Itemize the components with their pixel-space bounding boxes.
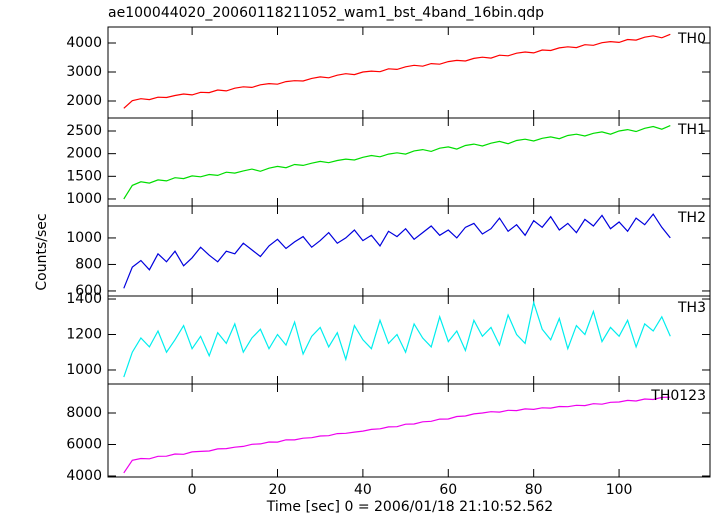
y-tick-label: 8000 <box>66 405 102 421</box>
x-tick-label: 40 <box>354 482 372 498</box>
series-label: TH0123 <box>650 388 706 404</box>
y-tick-label: 2000 <box>66 93 102 109</box>
series-label: TH2 <box>677 210 706 226</box>
y-tick-label: 6000 <box>66 437 102 453</box>
panel-frame <box>107 26 711 119</box>
y-axis-label: Counts/sec <box>34 213 50 290</box>
y-tick-label: 800 <box>75 256 102 272</box>
y-tick-label: 2500 <box>66 123 102 139</box>
y-tick-label: 2000 <box>66 146 102 162</box>
y-tick-label: 4000 <box>66 35 102 51</box>
series-line <box>123 213 671 289</box>
y-tick-label: 4000 <box>66 468 102 484</box>
y-tick-label: 1400 <box>66 291 102 307</box>
series-line <box>123 396 671 474</box>
y-tick-label: 1000 <box>66 191 102 207</box>
series-line <box>123 125 671 200</box>
x-tick-label: 0 <box>188 482 197 498</box>
x-tick-label: 80 <box>525 482 543 498</box>
series-line <box>123 33 671 109</box>
chart-title: ae100044020_20060118211052_wam1_bst_4ban… <box>108 5 544 21</box>
x-tick-label: 60 <box>439 482 457 498</box>
y-tick-label: 600 <box>75 283 102 299</box>
y-tick-label: 3000 <box>66 64 102 80</box>
y-tick-label: 1000 <box>66 230 102 246</box>
y-tick-label: 1500 <box>66 168 102 184</box>
x-axis-label: Time [sec] 0 = 2006/01/18 21:10:52.562 <box>266 499 553 515</box>
series-line <box>123 300 671 378</box>
series-label: TH0 <box>677 31 706 47</box>
y-tick-label: 1000 <box>66 362 102 378</box>
series-label: TH1 <box>677 122 706 138</box>
panel-frame <box>107 383 711 478</box>
x-tick-label: 20 <box>269 482 287 498</box>
y-tick-label: 1200 <box>66 327 102 343</box>
series-label: TH3 <box>677 300 706 316</box>
x-tick-label: 100 <box>606 482 633 498</box>
